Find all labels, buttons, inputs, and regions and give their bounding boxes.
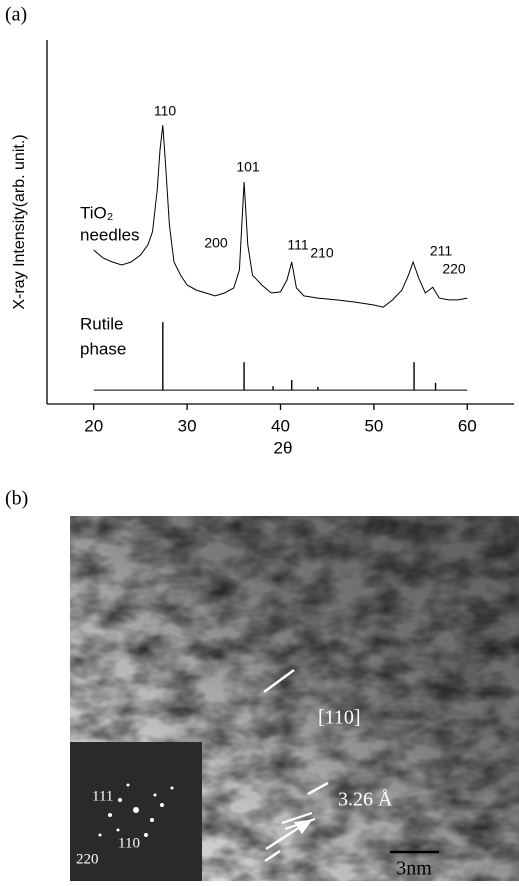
lattice-marks (281, 812, 316, 830)
reference-label: phase (80, 339, 126, 358)
inset-label: 220 (76, 851, 99, 867)
x-tick-label: 30 (178, 416, 197, 435)
x-tick-label: 20 (84, 416, 103, 435)
y-axis-label: X-ray Intensity(arb. unit.) (11, 134, 28, 309)
x-axis-label: 2θ (274, 438, 293, 457)
direction-label: [110] (318, 707, 361, 729)
x-tick-label: 60 (458, 416, 477, 435)
xrd-curve (93, 125, 468, 308)
peak-label: 220 (442, 261, 466, 277)
peak-label: 101 (236, 159, 260, 175)
inset-label: 111 (92, 788, 113, 804)
panel-label: (a) (5, 4, 27, 26)
peak-label: 211 (430, 243, 453, 259)
peak-label: 200 (204, 235, 228, 251)
x-tick-label: 40 (271, 416, 290, 435)
panel-label: (b) (5, 488, 28, 510)
inset-label: 110 (118, 835, 140, 851)
tem-image: [110] 3.26 Å 3nm 111 110 220 (70, 516, 519, 881)
x-tick-label: 50 (364, 416, 383, 435)
sample-label: TiO₂ (80, 203, 113, 222)
peak-label: 111 (287, 237, 308, 253)
peak-label: 210 (310, 245, 334, 261)
sample-label: needles (80, 225, 140, 244)
peak-label: 110 (154, 103, 177, 119)
diffraction-spots (98, 783, 174, 837)
spacing-label: 3.26 Å (338, 789, 393, 811)
reference-label: Rutile (80, 314, 123, 333)
scale-label: 3nm (396, 858, 432, 880)
